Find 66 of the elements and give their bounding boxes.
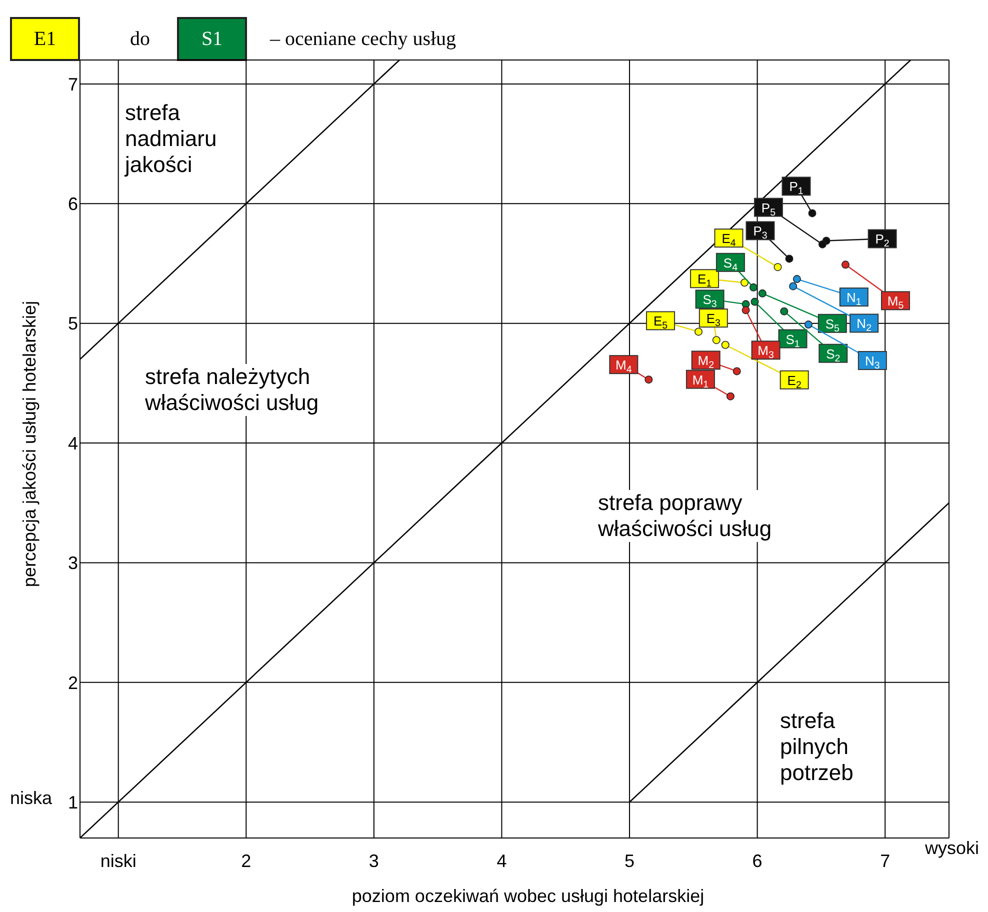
point — [780, 307, 788, 316]
point — [804, 320, 812, 329]
annotation: M$_{2}$ — [698, 353, 714, 372]
annotation: S$_{5}$ — [825, 316, 840, 334]
annotation: strefa należytych właściwości usług — [145, 364, 319, 416]
x-tick-label: 7 — [880, 850, 890, 871]
y-tick-label: 6 — [68, 194, 78, 214]
annotation: strefa pilnych potrzeb — [780, 708, 854, 786]
point — [774, 263, 782, 272]
x-tick-label: 5 — [624, 850, 635, 871]
annotation: M$_{5}$ — [887, 294, 904, 312]
annotation: N$_{2}$ — [856, 316, 872, 334]
point — [792, 275, 801, 284]
annotation: N$_{3}$ — [865, 354, 880, 372]
annotation: P$_{2}$ — [875, 232, 890, 250]
y-tick-label: 4 — [68, 433, 78, 454]
point — [726, 392, 734, 400]
point — [712, 336, 720, 344]
point — [694, 328, 703, 336]
y-tick-label: 2 — [68, 672, 78, 693]
annotation: N$_{1}$ — [846, 290, 862, 308]
annotation: E$_{1}$ — [697, 272, 712, 290]
x-tick-label: 6 — [752, 850, 762, 871]
x-tick-label: 2 — [241, 850, 252, 871]
annotation: S$_{3}$ — [702, 292, 717, 310]
y-tick-label: 5 — [68, 314, 78, 334]
text: wysoki — [925, 838, 980, 859]
annotation: strefa poprawy właściwości usług — [598, 490, 772, 542]
x-tick-label: niski — [100, 850, 136, 871]
annotation: P$_{5}$ — [761, 200, 776, 218]
x-tick-label: 4 — [496, 850, 507, 871]
annotation: P$_{1}$ — [789, 179, 804, 198]
annotation: E$_{3}$ — [706, 311, 720, 330]
annotation: P$_{3}$ — [753, 224, 768, 242]
point — [732, 367, 741, 376]
swatch-box: S1 — [177, 17, 247, 61]
point — [808, 209, 816, 218]
annotation: E$_{5}$ — [653, 314, 668, 332]
point — [758, 289, 766, 298]
swatch-box: E1 — [10, 17, 80, 61]
annotation: S$_{4}$ — [723, 255, 738, 274]
point — [841, 260, 850, 269]
point — [789, 282, 798, 290]
y-axis-title: percepcja jakości usługi hotelarskiej — [20, 300, 40, 588]
point — [818, 240, 826, 248]
text: – oceniane cechy usług — [270, 28, 456, 51]
point — [750, 298, 759, 306]
point — [740, 278, 749, 287]
annotation: strefa nadmiaru jakości — [125, 100, 217, 178]
text: niska — [10, 788, 52, 809]
point — [721, 340, 730, 349]
annotation: M$_{3}$ — [758, 343, 774, 362]
annotation: S$_{2}$ — [826, 346, 840, 364]
point — [742, 306, 750, 314]
annotation: E$_{2}$ — [787, 372, 802, 391]
y-tick-label: 7 — [68, 74, 78, 94]
text: do — [130, 28, 150, 51]
annotation: M$_{1}$ — [692, 372, 709, 390]
y-tick-label: 3 — [68, 553, 78, 574]
annotation: E$_{4}$ — [722, 231, 736, 250]
x-axis-title: poziom oczekiwań wobec usługi hotelarskiej — [352, 886, 704, 907]
point — [785, 254, 794, 263]
annotation: S$_{1}$ — [786, 332, 800, 350]
x-tick-label: 3 — [368, 850, 379, 871]
point — [749, 283, 758, 292]
y-tick-label: 1 — [68, 792, 78, 812]
